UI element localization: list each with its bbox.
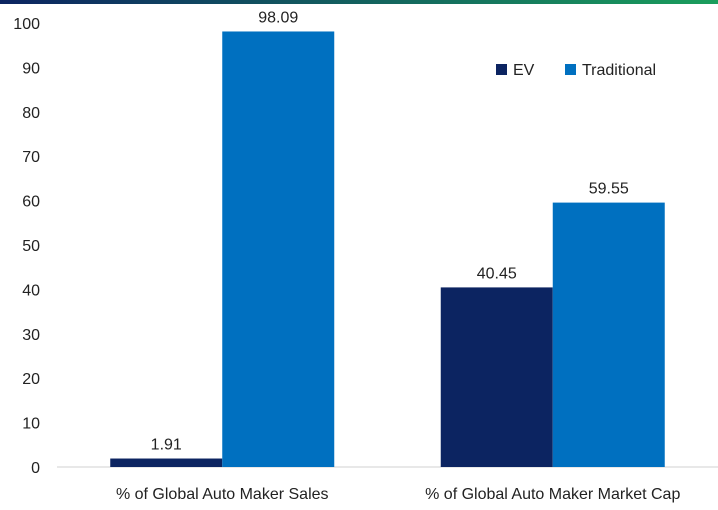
y-tick-label: 0 — [31, 460, 40, 477]
data-label: 1.91 — [151, 437, 182, 454]
bar-traditional — [552, 202, 665, 467]
y-tick-label: 80 — [22, 105, 40, 122]
y-tick-label: 30 — [22, 327, 40, 344]
y-axis-ticks: 0 10 20 30 40 50 60 70 80 90 100 — [13, 16, 40, 477]
legend-swatch — [496, 64, 507, 75]
y-tick-label: 40 — [22, 282, 40, 299]
y-tick-label: 90 — [22, 60, 40, 77]
y-tick-label: 70 — [22, 149, 40, 166]
y-tick-label: 20 — [22, 371, 40, 388]
bar-ev — [440, 287, 553, 467]
category-label: % of Global Auto Maker Sales — [116, 486, 329, 503]
y-tick-label: 60 — [22, 194, 40, 211]
legend-swatch — [565, 64, 576, 75]
y-tick-label: 50 — [22, 238, 40, 255]
legend: EV Traditional — [496, 62, 656, 79]
data-label: 59.55 — [589, 181, 629, 198]
bar-ev — [110, 458, 223, 467]
data-label: 40.45 — [477, 265, 517, 282]
top-color-band — [0, 0, 718, 4]
data-label: 98.09 — [258, 9, 298, 26]
bars — [110, 31, 665, 467]
legend-label: EV — [513, 62, 535, 79]
category-label: % of Global Auto Maker Market Cap — [425, 486, 680, 503]
y-tick-label: 10 — [22, 416, 40, 433]
bar-traditional — [222, 31, 335, 467]
data-labels: 1.91 98.09 40.45 59.55 — [151, 9, 629, 453]
legend-label: Traditional — [582, 62, 656, 79]
category-labels: % of Global Auto Maker Sales % of Global … — [116, 486, 680, 503]
y-tick-label: 100 — [13, 16, 40, 33]
